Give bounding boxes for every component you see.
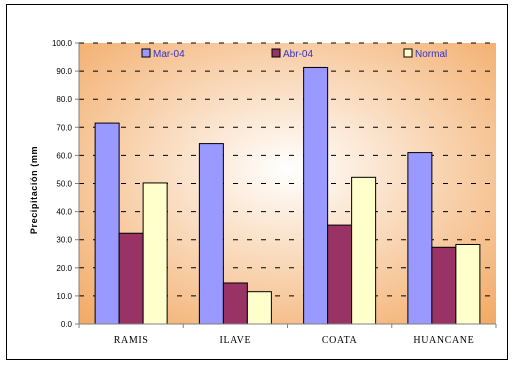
x-category-label: ILAVE	[220, 335, 252, 346]
bar-abr-04-ilave	[222, 282, 248, 325]
bar-normal-ilave	[246, 291, 272, 325]
y-tick-label: 50.0	[56, 180, 72, 189]
y-tick-label: 20.0	[56, 264, 72, 273]
bar-abr-04-coata	[327, 224, 353, 325]
legend-swatch	[403, 48, 413, 58]
y-tick-label: 60.0	[56, 151, 72, 160]
y-tick-label: 0.0	[61, 320, 73, 329]
x-category-label: HUANCANE	[413, 335, 474, 346]
bar-mar-04-coata	[303, 66, 329, 325]
y-tick-label: 30.0	[56, 236, 72, 245]
x-axis-categories: RAMIS ILAVE COATA HUANCANE	[78, 324, 497, 346]
legend-swatch	[271, 48, 281, 58]
legend: Mar-04 Abr-04 Normal	[141, 48, 447, 60]
y-axis-ticks: 0.0 10.0 20.0 30.0 40.0 50.0 60.0 70.0 80.0 90.0 1…	[52, 39, 79, 329]
bar-abr-04-ramis	[118, 232, 144, 325]
y-tick-label: 70.0	[56, 123, 72, 132]
bar-mar-04-huancane	[407, 152, 433, 325]
x-category-label: RAMIS	[114, 335, 149, 346]
bar-normal-huancane	[455, 243, 481, 325]
legend-label: Mar-04	[153, 49, 185, 60]
bars	[94, 66, 481, 325]
x-category-label: COATA	[322, 335, 358, 346]
y-tick-label: 80.0	[56, 95, 72, 104]
bar-normal-coata	[351, 176, 377, 325]
legend-swatch	[141, 48, 151, 58]
bar-mar-04-ramis	[94, 122, 120, 325]
bar-normal-ramis	[142, 182, 168, 325]
y-tick-label: 10.0	[56, 292, 72, 301]
y-tick-label: 40.0	[56, 208, 72, 217]
y-axis-label: Precipitación (mm	[29, 146, 39, 234]
bar-mar-04-ilave	[198, 143, 224, 325]
legend-label: Abr-04	[283, 49, 313, 60]
y-tick-label: 90.0	[56, 67, 72, 76]
y-tick-label: 100.0	[52, 39, 73, 48]
bar-abr-04-huancane	[431, 246, 457, 325]
legend-label: Normal	[415, 49, 447, 60]
